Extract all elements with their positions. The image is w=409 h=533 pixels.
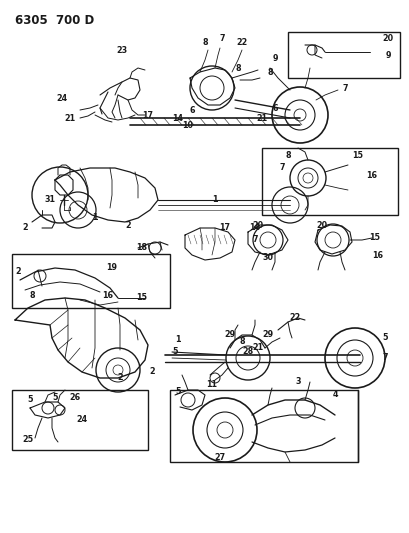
Text: 5: 5 [172, 348, 178, 357]
Text: 20: 20 [382, 34, 393, 43]
Text: 20: 20 [252, 221, 263, 230]
Text: 27: 27 [214, 454, 225, 463]
Text: 3: 3 [294, 377, 300, 386]
Text: 5: 5 [52, 393, 58, 402]
Text: 20: 20 [316, 221, 327, 230]
Bar [287, 32, 399, 78]
Text: 7: 7 [252, 236, 257, 245]
Text: 5: 5 [175, 387, 180, 397]
Text: 8: 8 [238, 337, 244, 346]
Text: 17: 17 [219, 223, 230, 232]
Text: 4: 4 [331, 391, 337, 400]
Text: 2: 2 [22, 223, 28, 232]
Text: 2: 2 [117, 374, 123, 383]
Text: 8: 8 [29, 290, 35, 300]
Text: 11: 11 [206, 381, 217, 390]
Text: 8: 8 [202, 37, 207, 46]
Text: 23: 23 [116, 45, 127, 54]
Text: 2: 2 [149, 367, 155, 376]
Text: 29: 29 [262, 330, 273, 340]
Text: 26: 26 [69, 393, 80, 402]
Text: 24: 24 [56, 93, 67, 102]
Bar [12, 390, 148, 450]
Text: 16: 16 [372, 251, 382, 260]
Text: 25: 25 [22, 435, 34, 445]
Text: 22: 22 [289, 313, 300, 322]
Text: 15: 15 [352, 150, 363, 159]
Text: 7: 7 [219, 34, 224, 43]
Text: 5: 5 [381, 334, 387, 343]
Text: 14: 14 [249, 223, 260, 232]
Text: 22: 22 [236, 37, 247, 46]
Text: 8: 8 [267, 68, 272, 77]
Text: 18: 18 [136, 244, 147, 253]
Text: 6305  700 D: 6305 700 D [15, 14, 94, 27]
Text: 14: 14 [172, 114, 183, 123]
Text: 16: 16 [102, 290, 113, 300]
Text: 21: 21 [256, 114, 267, 123]
Text: 7: 7 [279, 164, 284, 173]
Text: 7: 7 [381, 353, 387, 362]
Text: 31: 31 [45, 196, 55, 205]
Text: 15: 15 [369, 233, 380, 243]
Text: 24: 24 [76, 416, 88, 424]
Text: 10: 10 [182, 120, 193, 130]
Text: 2: 2 [15, 268, 21, 277]
Text: 1: 1 [175, 335, 180, 344]
Text: 28: 28 [242, 348, 253, 357]
Text: 29: 29 [224, 330, 235, 340]
Text: 16: 16 [366, 171, 377, 180]
Text: 9: 9 [384, 51, 390, 60]
Text: 6: 6 [272, 103, 277, 112]
Text: 19: 19 [106, 263, 117, 272]
Text: 1: 1 [212, 196, 217, 205]
Text: 6: 6 [189, 106, 194, 115]
Text: 7: 7 [342, 84, 347, 93]
Text: 21: 21 [64, 114, 75, 123]
Text: 15: 15 [136, 294, 147, 303]
Bar [170, 390, 357, 462]
Text: 8: 8 [285, 150, 290, 159]
Text: 30: 30 [262, 254, 273, 262]
Text: 21: 21 [252, 343, 263, 352]
Text: 1: 1 [92, 214, 97, 222]
Bar [12, 254, 170, 308]
Text: 8: 8 [235, 63, 240, 72]
Text: 9: 9 [272, 53, 277, 62]
Text: 17: 17 [142, 110, 153, 119]
Text: 5: 5 [27, 395, 33, 405]
Text: 2: 2 [125, 221, 130, 230]
Bar [261, 148, 397, 215]
